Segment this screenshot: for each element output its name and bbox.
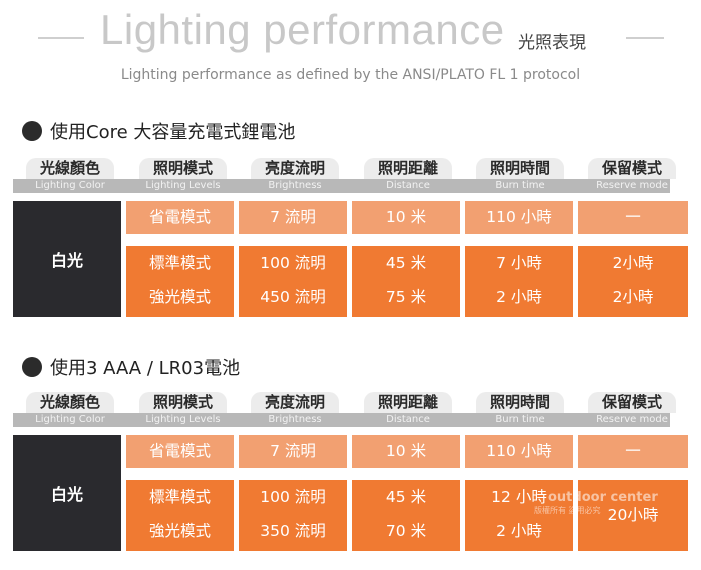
distance-cell: 10 米 [352,435,460,468]
brightness-value: 100 流明 [260,254,326,272]
reserve-cell: 一 [578,435,688,468]
distance-value: 70 米 [385,522,427,540]
col-header-sublabel: Burn time [495,180,545,191]
col-header-label: 光線顏色 [26,392,114,413]
mode-cell: 省電模式 [126,435,234,468]
section-title-text: 使用Core 大容量充電式鋰電池 [50,122,296,143]
mode-cell: 標準模式 強光模式 [126,246,234,317]
brightness-cell: 7 流明 [239,201,347,234]
col-header-sublabel: Lighting Color [35,414,105,425]
reserve-cell: 一 [578,201,688,234]
distance-value: 45 米 [385,488,427,506]
col-header-distance: 照明距離 Distance [364,158,452,192]
col-header-sublabel: Reserve mode [596,414,668,425]
burn-value: 7 小時 [496,254,542,272]
brightness-cell: 7 流明 [239,435,347,468]
col-header-burn: 照明時間 Burn time [476,158,564,192]
distance-cell: 10 米 [352,201,460,234]
reserve-value: 20小時 [607,506,659,524]
burn-value: 12 小時 [491,488,547,506]
page-subtitle: Lighting performance as defined by the A… [120,67,581,83]
bullet-icon [22,357,42,377]
col-header-label: 照明時間 [476,392,564,413]
col-header-levels: 照明模式 Lighting Levels [139,392,227,426]
burn-cell: 12 小時 2 小時 [465,480,573,551]
col-header-reserve: 保留模式 Reserve mode [588,392,676,426]
col-header-sublabel: Lighting Levels [145,180,221,191]
col-header-sublabel: Brightness [268,414,322,425]
col-header-sublabel: Brightness [268,180,322,191]
page-title-zh: 光照表現 [518,33,586,53]
brightness-cell: 100 流明 350 流明 [239,480,347,551]
light-color-cell: 白光 [13,435,121,551]
col-header-reserve: 保留模式 Reserve mode [588,158,676,192]
burn-cell: 110 小時 [465,435,573,468]
mode-cell: 標準模式 強光模式 [126,480,234,551]
col-header-label: 照明距離 [364,158,452,179]
mode-value: 強光模式 [148,288,211,306]
col-header-label: 光線顏色 [26,158,114,179]
page-title: Lighting performance [100,6,505,53]
col-header-label: 保留模式 [588,392,676,413]
brightness-cell: 100 流明 450 流明 [239,246,347,317]
col-header-burn: 照明時間 Burn time [476,392,564,426]
burn-cell: 7 小時 2 小時 [465,246,573,317]
header-bar [13,413,670,427]
reserve-cell: 2小時 2小時 [578,246,688,317]
brightness-value: 450 流明 [260,288,326,306]
col-header-sublabel: Lighting Color [35,180,105,191]
burn-value: 2 小時 [496,522,542,540]
burn-cell: 110 小時 [465,201,573,234]
col-header-sublabel: Distance [386,180,430,191]
brightness-value: 100 流明 [260,488,326,506]
distance-value: 45 米 [385,254,427,272]
col-header-color: 光線顏色 Lighting Color [26,158,114,192]
distance-cell: 45 米 75 米 [352,246,460,317]
header-rule-right [626,37,664,39]
section-title-text: 使用3 AAA / LR03電池 [50,358,241,379]
section-title: 使用3 AAA / LR03電池 [22,354,240,380]
col-header-label: 亮度流明 [251,392,339,413]
mode-value: 強光模式 [148,522,211,540]
watermark: outdoor center [548,490,658,505]
mode-value: 標準模式 [148,488,211,506]
col-header-label: 保留模式 [588,158,676,179]
col-header-label: 亮度流明 [251,158,339,179]
col-header-distance: 照明距離 Distance [364,392,452,426]
reserve-cell: 20小時 [578,480,688,551]
col-header-label: 照明模式 [139,392,227,413]
reserve-value: 2小時 [612,254,654,272]
col-header-label: 照明距離 [364,392,452,413]
light-color-cell: 白光 [13,201,121,317]
distance-value: 75 米 [385,288,427,306]
col-header-levels: 照明模式 Lighting Levels [139,158,227,192]
section-title: 使用Core 大容量充電式鋰電池 [22,118,295,144]
header-rule-left [38,37,84,39]
bullet-icon [22,121,42,141]
col-header-brightness: 亮度流明 Brightness [251,158,339,192]
header-bar [13,179,670,193]
col-header-label: 照明時間 [476,158,564,179]
brightness-value: 350 流明 [260,522,326,540]
col-header-label: 照明模式 [139,158,227,179]
reserve-value: 2小時 [612,288,654,306]
col-header-sublabel: Distance [386,414,430,425]
col-header-color: 光線顏色 Lighting Color [26,392,114,426]
watermark-subtext: 版權所有 盜用必究 [534,506,601,515]
col-header-sublabel: Burn time [495,414,545,425]
col-header-brightness: 亮度流明 Brightness [251,392,339,426]
burn-value: 2 小時 [496,288,542,306]
distance-cell: 45 米 70 米 [352,480,460,551]
mode-cell: 省電模式 [126,201,234,234]
col-header-sublabel: Reserve mode [596,180,668,191]
mode-value: 標準模式 [148,254,211,272]
col-header-sublabel: Lighting Levels [145,414,221,425]
